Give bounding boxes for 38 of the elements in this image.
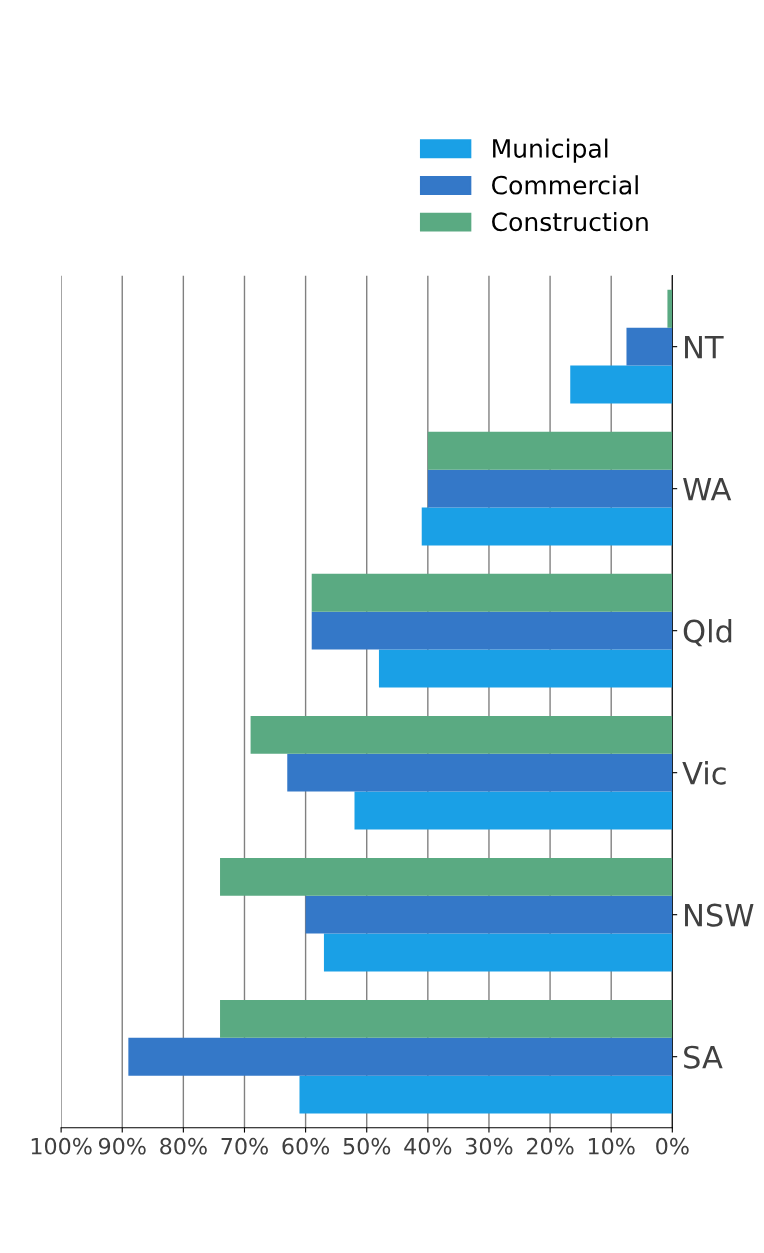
x-tick-label: 60% xyxy=(282,1137,330,1155)
y-tick-label: Qld xyxy=(683,619,732,647)
x-tick-label: 40% xyxy=(404,1137,452,1155)
bar xyxy=(311,573,673,612)
bar xyxy=(220,857,673,896)
y-tick-label: Vic xyxy=(682,761,726,785)
bar xyxy=(305,895,673,934)
x-tick-label: 30% xyxy=(465,1137,513,1155)
bar xyxy=(421,507,673,546)
bar xyxy=(427,469,673,508)
x-tick-label: 100% xyxy=(31,1137,92,1155)
bar xyxy=(250,715,673,754)
bar xyxy=(128,1037,673,1076)
bar xyxy=(378,649,673,688)
x-tick-label: 10% xyxy=(588,1137,635,1155)
bar xyxy=(299,1075,673,1114)
bar xyxy=(287,753,673,792)
bar xyxy=(667,289,673,328)
bar xyxy=(626,327,673,366)
x-tick-label: 50% xyxy=(343,1137,391,1155)
y-tick-label: NT xyxy=(685,336,724,359)
x-tick-label: 0% xyxy=(656,1137,689,1155)
x-tick-label: 20% xyxy=(527,1137,574,1155)
bar xyxy=(427,431,673,470)
legend-label: Municipal xyxy=(493,138,608,163)
bar xyxy=(354,791,673,830)
x-tick-label: 80% xyxy=(160,1137,207,1155)
x-tick-label: 70% xyxy=(221,1137,268,1155)
bar xyxy=(220,999,673,1038)
legend-label: Commercial xyxy=(492,175,638,195)
bar xyxy=(311,611,673,650)
bar xyxy=(323,933,673,972)
bar xyxy=(570,365,673,404)
y-tick-label: NSW xyxy=(685,903,754,927)
legend-label: Construction xyxy=(492,211,648,232)
y-tick-label: SA xyxy=(684,1045,723,1069)
x-tick-label: 90% xyxy=(98,1137,146,1155)
y-tick-label: WA xyxy=(683,478,732,501)
